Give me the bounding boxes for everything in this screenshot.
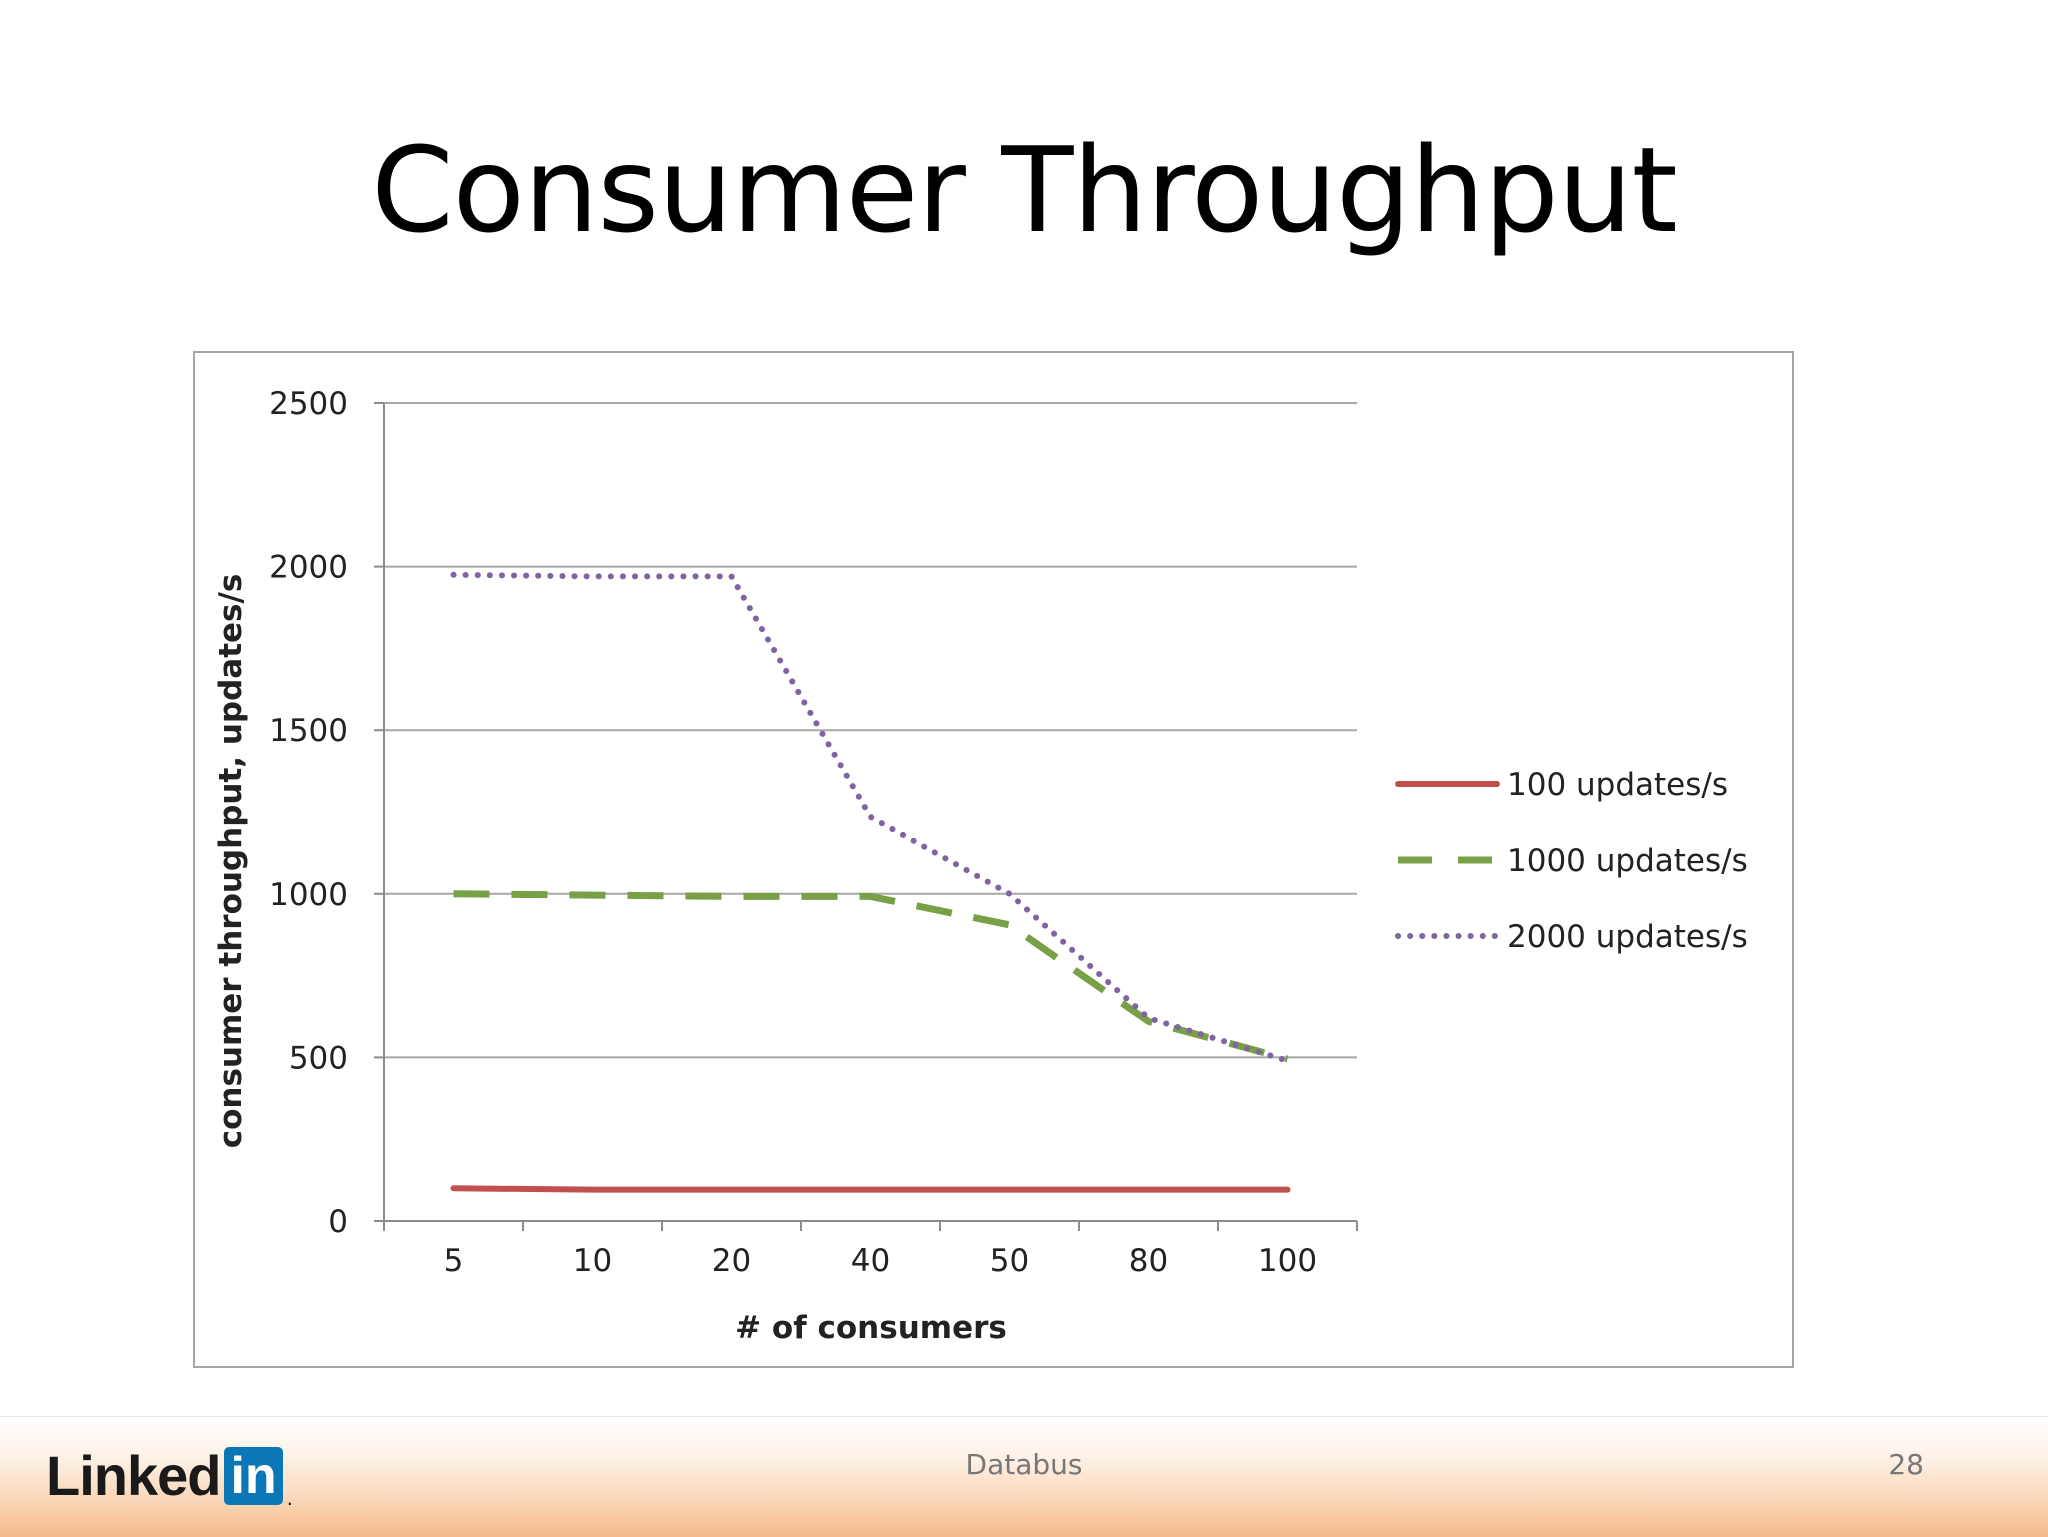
y-tick-label: 1000 xyxy=(269,877,348,913)
x-tick-label: 20 xyxy=(712,1243,751,1279)
legend-label-2: 1000 updates/s xyxy=(1507,843,1748,879)
series-line-2 xyxy=(453,890,1289,1063)
logo-text: Linked xyxy=(46,1444,221,1507)
footer-bar xyxy=(0,1416,2048,1537)
y-axis-label: consumer throughput, updates/s xyxy=(213,574,249,1149)
series-line-1 xyxy=(450,1185,1291,1193)
y-tick-label: 1500 xyxy=(269,713,348,749)
x-axis-label: # of consumers xyxy=(735,1310,1007,1346)
series-line-3 xyxy=(450,571,1291,1064)
y-tick-label: 0 xyxy=(328,1204,348,1240)
page-number: 28 xyxy=(1888,1448,1924,1481)
legend: 100 updates/s 1000 updates/s 2000 updates/… xyxy=(1395,767,1748,955)
legend-label-1: 100 updates/s xyxy=(1507,767,1728,803)
y-tick-label: 2500 xyxy=(269,386,348,422)
x-tick-label: 50 xyxy=(990,1243,1029,1279)
axes: 0 500 1000 1500 2000 2500 5 10 20 40 50 80 100 xyxy=(269,386,1358,1279)
series-lines xyxy=(450,571,1291,1193)
x-tick-label: 5 xyxy=(444,1243,464,1279)
chart-frame xyxy=(193,351,1794,1368)
x-tick-label: 100 xyxy=(1258,1243,1317,1279)
footer-presentation-name: Databus xyxy=(965,1448,1083,1481)
legend-label-3: 2000 updates/s xyxy=(1507,919,1748,955)
logo-dot: . xyxy=(286,1485,293,1510)
linkedin-logo: Linked in . xyxy=(46,1443,293,1509)
slide-title: Consumer Throughput xyxy=(371,121,1678,259)
logo-in-box: in xyxy=(224,1447,283,1505)
x-tick-label: 10 xyxy=(573,1243,612,1279)
y-tick-label: 2000 xyxy=(269,550,348,586)
gridlines xyxy=(384,402,1357,1059)
x-tick-label: 80 xyxy=(1129,1243,1168,1279)
x-tick-label: 40 xyxy=(851,1243,890,1279)
y-tick-label: 500 xyxy=(289,1040,348,1076)
